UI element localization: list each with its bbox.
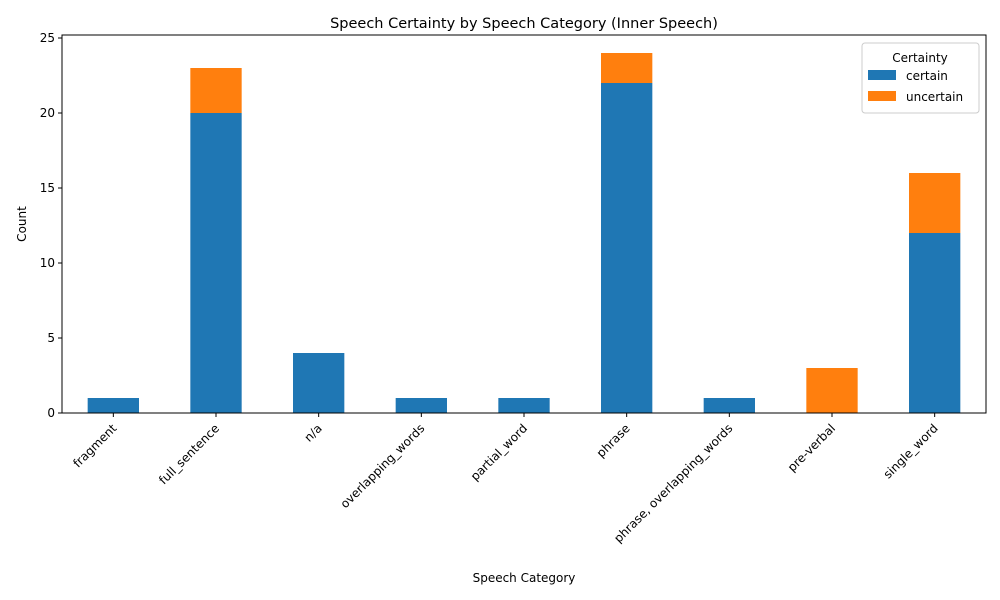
bar-certain-2 (293, 353, 345, 413)
y-tick-label-1: 5 (47, 331, 55, 345)
y-axis-label: Count (15, 206, 29, 242)
bars-group (87, 53, 961, 413)
y-axis: 0 5 10 15 20 25 (40, 31, 62, 420)
y-tick-label-5: 25 (40, 31, 55, 45)
bar-certain-5 (601, 83, 653, 413)
legend: Certainty certain uncertain (861, 42, 980, 114)
legend-swatch-certain (868, 70, 896, 80)
legend-label-certain: certain (906, 69, 948, 83)
bar-certain-8 (909, 233, 961, 413)
x-tick-label-7: pre-verbal (785, 421, 838, 474)
plot-frame (61, 34, 987, 414)
x-tick-label-2: n/a (301, 421, 324, 444)
y-tick-label-2: 10 (40, 256, 55, 270)
x-tick-label-0: fragment (70, 421, 119, 470)
y-tick-label-4: 20 (40, 106, 55, 120)
bar-certain-1 (190, 113, 242, 413)
bar-uncertain-7 (806, 368, 858, 413)
y-tick-label-0: 0 (47, 406, 55, 420)
x-tick-label-5: phrase (594, 421, 633, 460)
x-tick-label-4: partial_word (468, 421, 530, 483)
bar-certain-3 (395, 398, 447, 413)
legend-label-uncertain: uncertain (906, 90, 963, 104)
bar-certain-0 (87, 398, 139, 413)
y-tick-label-3: 15 (40, 181, 55, 195)
chart-title: Speech Certainty by Speech Category (Inn… (330, 16, 718, 32)
x-axis-label: Speech Category (473, 571, 576, 585)
x-tick-label-3: overlapping_words (338, 421, 428, 511)
legend-title: Certainty (892, 51, 948, 65)
bar-certain-6 (703, 398, 755, 413)
x-tick-label-6: phrase, overlapping_words (611, 421, 735, 545)
bar-certain-4 (498, 398, 550, 413)
x-axis: fragment full_sentence n/a overlapping_word… (70, 413, 941, 546)
legend-swatch-uncertain (868, 91, 896, 101)
x-tick-label-1: full_sentence (156, 421, 222, 487)
x-tick-label-8: single_word (881, 421, 941, 481)
bar-uncertain-8 (909, 173, 961, 233)
bar-uncertain-1 (190, 68, 242, 113)
bar-uncertain-5 (601, 53, 653, 83)
